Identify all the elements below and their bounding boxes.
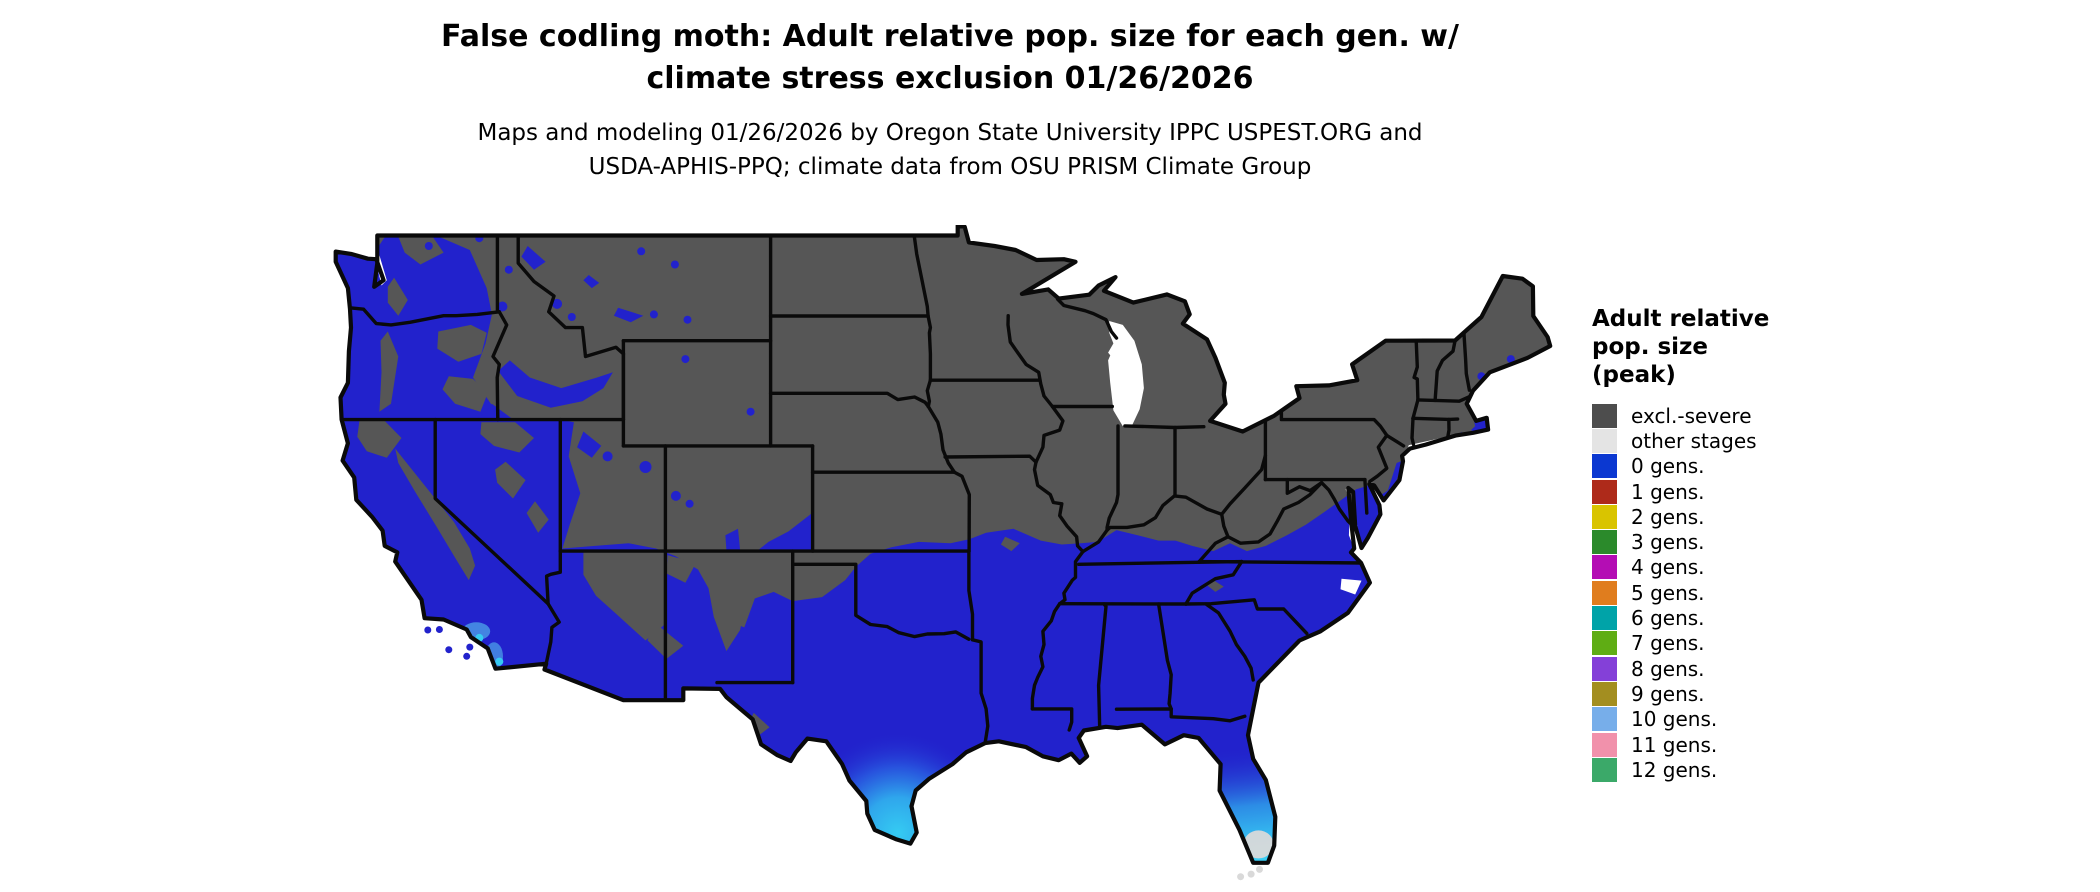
- legend-swatch: [1592, 403, 1617, 428]
- legend-item: 10 gens.: [1592, 707, 1892, 732]
- legend-item: 12 gens.: [1592, 757, 1892, 782]
- legend: Adult relative pop. size (peak) excl.-seve…: [1592, 305, 1892, 782]
- page-subtitle: Maps and modeling 01/26/2026 by Oregon S…: [0, 116, 1900, 184]
- legend-swatch: [1592, 606, 1617, 631]
- page-title-line2: climate stress exclusion 01/26/2026: [646, 61, 1254, 96]
- legend-swatch: [1592, 656, 1617, 681]
- legend-title-line: Adult relative: [1592, 306, 1770, 332]
- legend-title-line: (peak): [1592, 362, 1676, 388]
- legend-swatch: [1592, 479, 1617, 504]
- legend-swatch: [1592, 580, 1617, 605]
- legend-swatch: [1592, 555, 1617, 580]
- legend-swatch: [1592, 530, 1617, 555]
- legend-label: other stages: [1631, 428, 1757, 453]
- legend-item: 7 gens.: [1592, 631, 1892, 656]
- legend-title-line: pop. size: [1592, 334, 1709, 360]
- legend-swatch: [1592, 428, 1617, 453]
- legend-label: excl.-severe: [1631, 403, 1752, 428]
- legend-label: 12 gens.: [1631, 757, 1718, 782]
- us-map-svg: [333, 223, 1553, 881]
- legend-label: 4 gens.: [1631, 555, 1705, 580]
- legend-item: 8 gens.: [1592, 656, 1892, 681]
- legend-swatch: [1592, 757, 1617, 782]
- legend-title: Adult relative pop. size (peak): [1592, 305, 1892, 389]
- page-title-line1: False codling moth: Adult relative pop. …: [441, 19, 1459, 54]
- legend-label: 1 gens.: [1631, 479, 1705, 504]
- legend-label: 10 gens.: [1631, 707, 1718, 732]
- legend-item: 5 gens.: [1592, 580, 1892, 605]
- legend-item: excl.-severe: [1592, 403, 1892, 428]
- legend-label: 2 gens.: [1631, 504, 1705, 529]
- legend-swatch: [1592, 707, 1617, 732]
- legend-item: 4 gens.: [1592, 555, 1892, 580]
- legend-label: 8 gens.: [1631, 656, 1705, 681]
- legend-label: 3 gens.: [1631, 530, 1705, 555]
- legend-item: 1 gens.: [1592, 479, 1892, 504]
- legend-item: 6 gens.: [1592, 605, 1892, 631]
- legend-item: 9 gens.: [1592, 681, 1892, 706]
- legend-label: 11 gens.: [1631, 732, 1718, 757]
- page-title: False codling moth: Adult relative pop. …: [0, 16, 1900, 100]
- legend-swatch: [1592, 631, 1617, 656]
- legend-swatch: [1592, 681, 1617, 706]
- us-population-map: [330, 223, 1560, 885]
- legend-swatch: [1592, 732, 1617, 757]
- legend-item: 11 gens.: [1592, 732, 1892, 757]
- legend-label: 6 gens.: [1631, 606, 1705, 631]
- legend-items: excl.-severe other stages 0 gens. 1 gens. 2 …: [1592, 403, 1892, 782]
- legend-item: 0 gens.: [1592, 454, 1892, 479]
- legend-item: other stages: [1592, 428, 1892, 453]
- legend-swatch: [1592, 454, 1617, 479]
- page-subtitle-line1: Maps and modeling 01/26/2026 by Oregon S…: [477, 120, 1423, 146]
- legend-label: 5 gens.: [1631, 580, 1705, 605]
- legend-item: 3 gens.: [1592, 529, 1892, 555]
- page-subtitle-line2: USDA-APHIS-PPQ; climate data from OSU PR…: [588, 154, 1312, 180]
- legend-item: 2 gens.: [1592, 504, 1892, 529]
- legend-swatch: [1592, 504, 1617, 529]
- legend-label: 0 gens.: [1631, 454, 1705, 479]
- legend-label: 7 gens.: [1631, 631, 1705, 656]
- legend-label: 9 gens.: [1631, 681, 1705, 706]
